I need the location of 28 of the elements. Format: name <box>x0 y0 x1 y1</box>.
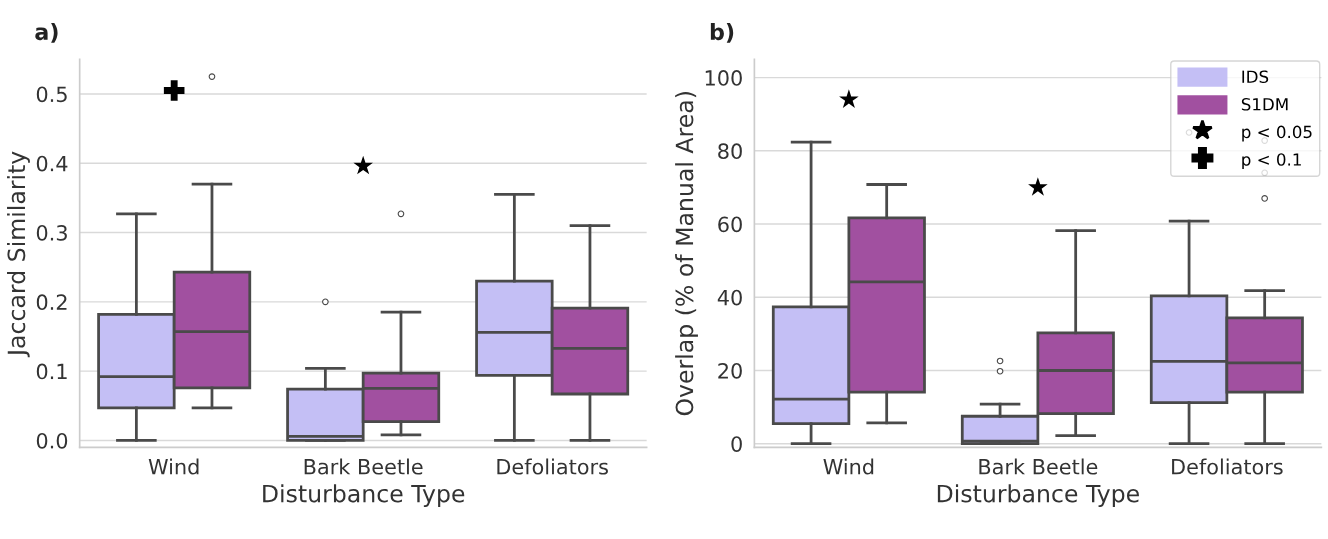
y-tick-label: 0.1 <box>36 363 67 380</box>
legend-label: p < 0.05 <box>1242 125 1312 142</box>
x-tick-label: Wind <box>823 458 874 475</box>
legend-label: IDS <box>1242 70 1269 84</box>
legend-label: p < 0.1 <box>1242 153 1301 170</box>
y-tick-label: 60 <box>718 216 742 233</box>
y-axis-title: Jaccard Similarity <box>7 151 30 358</box>
y-tick-label: 100 <box>705 70 742 86</box>
y-tick-label: 0.4 <box>36 155 68 172</box>
x-axis-title: Disturbance Type <box>263 484 465 508</box>
y-axis-title: Overlap (% of Manual Area) <box>675 92 698 416</box>
chart-title: b) <box>710 22 734 43</box>
x-tick-label: Bark Beetle <box>979 458 1098 475</box>
y-tick-label: 0.2 <box>36 294 67 311</box>
x-axis-title: Disturbance Type <box>937 484 1139 508</box>
y-tick-label: 40 <box>717 289 742 306</box>
y-tick-label: 0.0 <box>36 432 68 449</box>
legend-label: S1DM <box>1241 98 1288 111</box>
y-tick-label: 0.3 <box>36 224 67 241</box>
y-tick-label: 20 <box>718 362 742 379</box>
chart-title: a) <box>35 22 58 43</box>
x-tick-label: Defoliators <box>497 458 608 475</box>
y-tick-label: 0 <box>731 436 742 452</box>
y-tick-label: 80 <box>718 143 742 160</box>
x-tick-label: Wind <box>148 458 199 475</box>
y-tick-label: 0.5 <box>36 86 67 103</box>
x-tick-label: Defoliators <box>1172 458 1283 475</box>
x-tick-label: Bark Beetle <box>304 458 423 475</box>
